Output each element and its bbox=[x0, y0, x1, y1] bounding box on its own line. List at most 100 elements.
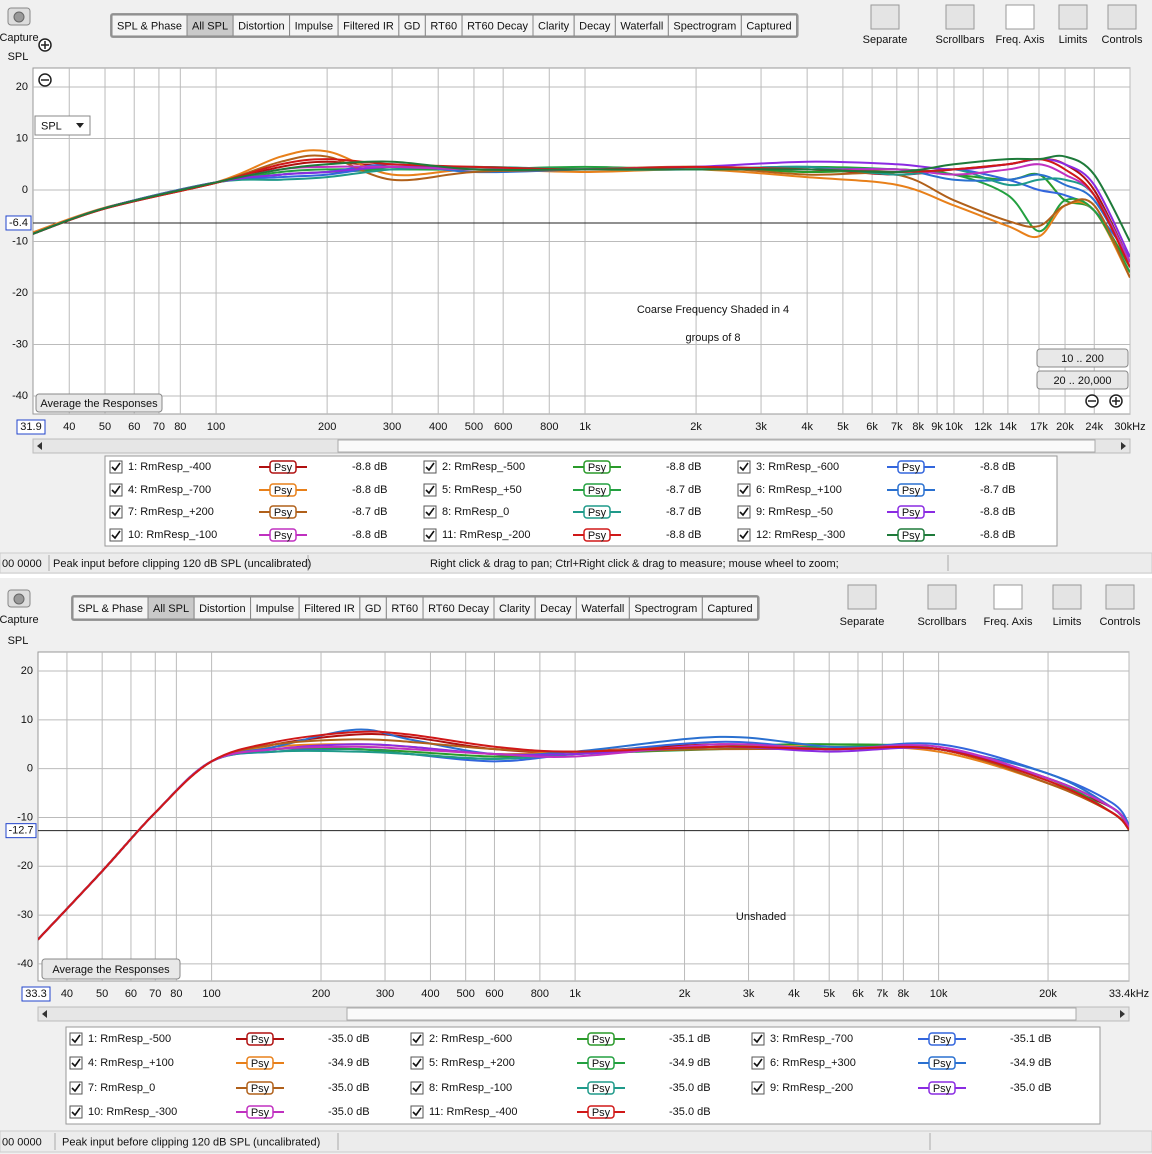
legend-psy-box[interactable] bbox=[583, 505, 611, 519]
tab-label[interactable]: Decay bbox=[579, 20, 611, 32]
button-label[interactable]: Average the Responses bbox=[52, 964, 170, 976]
tab-label[interactable]: Distortion bbox=[238, 20, 284, 32]
legend-label[interactable]: 2: RmResp_-600 bbox=[429, 1033, 512, 1045]
tab[interactable] bbox=[701, 596, 759, 620]
tab-label[interactable]: Impulse bbox=[295, 20, 334, 32]
tab-label[interactable]: RT60 bbox=[430, 20, 457, 32]
scroll-arrow[interactable] bbox=[42, 1010, 47, 1018]
tool-label[interactable]: Freq. Axis bbox=[996, 34, 1045, 46]
legend-psy-box[interactable] bbox=[583, 460, 611, 474]
tool-label[interactable]: Scrollbars bbox=[918, 616, 967, 628]
dropdown[interactable] bbox=[34, 115, 91, 136]
legend-psy-box[interactable] bbox=[928, 1032, 956, 1046]
legend-psy[interactable]: Psy bbox=[902, 462, 921, 474]
legend-psy-box[interactable] bbox=[269, 460, 297, 474]
legend-checkbox[interactable] bbox=[751, 1032, 765, 1046]
legend-checkbox[interactable] bbox=[423, 460, 437, 474]
tool-label[interactable]: Controls bbox=[1102, 34, 1143, 46]
legend-check[interactable] bbox=[111, 530, 121, 540]
legend-psy[interactable]: Psy bbox=[588, 507, 607, 519]
tab-label[interactable]: Waterfall bbox=[620, 20, 663, 32]
tab-label[interactable]: Clarity bbox=[499, 603, 531, 615]
button-label[interactable]: 10 .. 200 bbox=[1061, 353, 1104, 365]
legend-checkbox[interactable] bbox=[410, 1056, 424, 1070]
legend-check[interactable] bbox=[739, 530, 749, 540]
legend-psy-box[interactable] bbox=[897, 505, 925, 519]
button[interactable] bbox=[1036, 348, 1129, 368]
legend-label[interactable]: 2: RmResp_-500 bbox=[442, 461, 525, 473]
legend-label[interactable]: 7: RmResp_+200 bbox=[128, 506, 214, 518]
legend-psy-box[interactable] bbox=[587, 1032, 615, 1046]
legend-psy[interactable]: Psy bbox=[933, 1034, 952, 1046]
legend-label[interactable]: 9: RmResp_-200 bbox=[770, 1082, 853, 1094]
legend-psy-box[interactable] bbox=[246, 1056, 274, 1070]
legend-psy[interactable]: Psy bbox=[902, 507, 921, 519]
tab-label[interactable]: SPL & Phase bbox=[117, 20, 182, 32]
legend-checkbox[interactable] bbox=[410, 1032, 424, 1046]
scrollbar-thumb[interactable] bbox=[337, 439, 1096, 453]
tool-label[interactable]: Separate bbox=[863, 34, 908, 46]
legend-check[interactable] bbox=[412, 1107, 422, 1117]
tab-label[interactable]: Captured bbox=[746, 20, 791, 32]
tab-label[interactable]: Filtered IR bbox=[343, 20, 394, 32]
legend-checkbox[interactable] bbox=[109, 528, 123, 542]
scrollbar-thumb[interactable] bbox=[346, 1007, 1077, 1021]
legend-psy-box[interactable] bbox=[897, 460, 925, 474]
legend-checkbox[interactable] bbox=[69, 1032, 83, 1046]
legend-psy[interactable]: Psy bbox=[274, 462, 293, 474]
legend-checkbox[interactable] bbox=[69, 1105, 83, 1119]
legend-checkbox[interactable] bbox=[109, 505, 123, 519]
tab-label[interactable]: Decay bbox=[540, 603, 572, 615]
tool-icon[interactable] bbox=[847, 584, 877, 610]
zoom-glyph[interactable] bbox=[1112, 397, 1120, 405]
legend-check[interactable] bbox=[412, 1058, 422, 1068]
legend-psy-box[interactable] bbox=[269, 528, 297, 542]
zoom-glyph[interactable] bbox=[41, 41, 49, 49]
tool-icon[interactable] bbox=[927, 584, 957, 610]
legend-checkbox[interactable] bbox=[737, 528, 751, 542]
legend-label[interactable]: 3: RmResp_-600 bbox=[756, 461, 839, 473]
legend-psy-box[interactable] bbox=[246, 1105, 274, 1119]
legend-check[interactable] bbox=[71, 1058, 81, 1068]
legend-psy-box[interactable] bbox=[583, 483, 611, 497]
legend-psy[interactable]: Psy bbox=[588, 462, 607, 474]
tool-icon[interactable] bbox=[1107, 4, 1137, 30]
tab[interactable] bbox=[740, 14, 798, 37]
legend-label[interactable]: 11: RmResp_-200 bbox=[442, 529, 530, 541]
legend-psy-box[interactable] bbox=[269, 505, 297, 519]
legend-psy[interactable]: Psy bbox=[251, 1034, 270, 1046]
tab-label[interactable]: All SPL bbox=[153, 603, 189, 615]
legend-psy-box[interactable] bbox=[928, 1056, 956, 1070]
legend-label[interactable]: 1: RmResp_-400 bbox=[128, 461, 211, 473]
legend-label[interactable]: 3: RmResp_-700 bbox=[770, 1033, 853, 1045]
legend-check[interactable] bbox=[71, 1107, 81, 1117]
legend-label[interactable]: 10: RmResp_-100 bbox=[128, 529, 217, 541]
tab-label[interactable]: Waterfall bbox=[581, 603, 624, 615]
legend-checkbox[interactable] bbox=[423, 483, 437, 497]
tool-label[interactable]: Scrollbars bbox=[936, 34, 985, 46]
legend-label[interactable]: 4: RmResp_-700 bbox=[128, 484, 211, 496]
legend-check[interactable] bbox=[111, 485, 121, 495]
legend-checkbox[interactable] bbox=[737, 483, 751, 497]
legend-psy-box[interactable] bbox=[246, 1081, 274, 1095]
legend-check[interactable] bbox=[111, 507, 121, 517]
legend-check[interactable] bbox=[739, 462, 749, 472]
legend-psy-box[interactable] bbox=[587, 1056, 615, 1070]
legend-label[interactable]: 5: RmResp_+200 bbox=[429, 1057, 515, 1069]
legend-psy-box[interactable] bbox=[897, 528, 925, 542]
legend-checkbox[interactable] bbox=[737, 460, 751, 474]
dropdown-label[interactable]: SPL bbox=[41, 120, 62, 132]
legend-check[interactable] bbox=[753, 1083, 763, 1093]
legend-psy[interactable]: Psy bbox=[933, 1058, 952, 1070]
tool-icon[interactable] bbox=[945, 4, 975, 30]
tab-label[interactable]: All SPL bbox=[192, 20, 228, 32]
legend-label[interactable]: 6: RmResp_+300 bbox=[770, 1057, 856, 1069]
tab-label[interactable]: RT60 bbox=[391, 603, 418, 615]
legend-psy[interactable]: Psy bbox=[592, 1034, 611, 1046]
legend-check[interactable] bbox=[425, 507, 435, 517]
tool-icon[interactable] bbox=[993, 584, 1023, 610]
tool-icon[interactable] bbox=[1105, 584, 1135, 610]
legend-checkbox[interactable] bbox=[109, 460, 123, 474]
legend-check[interactable] bbox=[739, 507, 749, 517]
legend-psy-box[interactable] bbox=[246, 1032, 274, 1046]
